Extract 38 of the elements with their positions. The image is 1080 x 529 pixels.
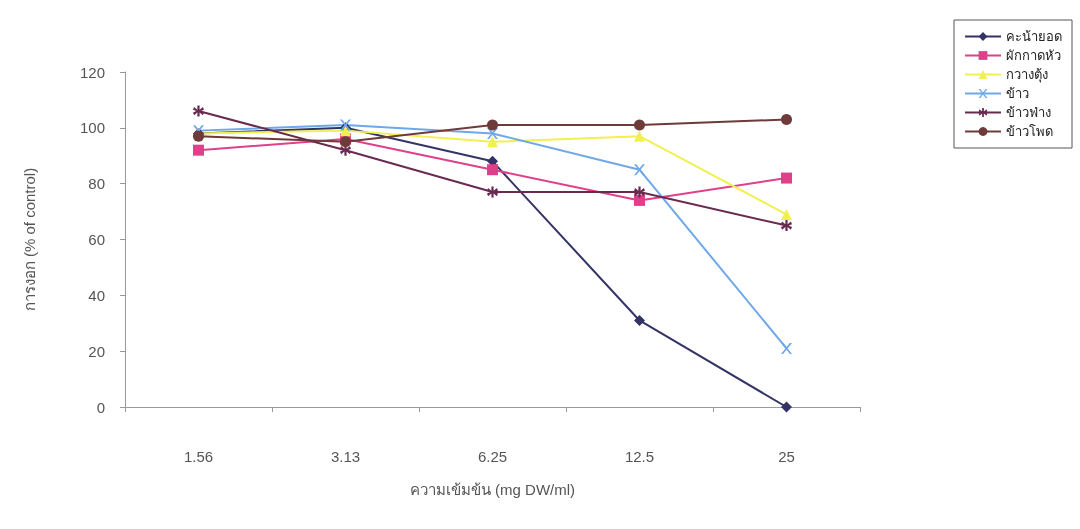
point — [781, 220, 792, 232]
legend-label: ผักกาดหัว — [1006, 48, 1061, 63]
legend-label: คะน้ายอด — [1006, 29, 1062, 44]
y-tick-label: 40 — [88, 286, 105, 304]
point — [781, 208, 792, 220]
y-tick-label: 20 — [88, 342, 105, 360]
y-tick-label: 120 — [79, 63, 105, 81]
x-tick-label: 6.25 — [477, 448, 508, 465]
y-axis-title: การงอก (% of control) — [21, 167, 38, 312]
point — [781, 342, 792, 354]
y-tick-label: 0 — [96, 398, 105, 416]
y-tick-label: 100 — [79, 119, 105, 137]
point — [487, 164, 498, 176]
point — [487, 119, 498, 131]
x-tick-label: 1.56 — [183, 448, 214, 465]
y-tick-label: 80 — [88, 175, 105, 193]
x-tick-label: 3.13 — [330, 448, 361, 465]
point — [634, 314, 645, 326]
y-tick-label: 60 — [88, 231, 105, 248]
legend-label: กวางตุ้ง — [1006, 67, 1048, 83]
point — [193, 144, 204, 156]
legend-label: ข้าว — [1006, 86, 1029, 101]
point — [634, 164, 645, 176]
point — [634, 119, 645, 131]
legend-label: ข้าวโพด — [1006, 124, 1053, 139]
point — [634, 186, 645, 198]
point — [781, 113, 792, 125]
point — [487, 136, 498, 148]
x-tick-label: 12.5 — [624, 448, 655, 465]
point — [487, 186, 498, 198]
point — [781, 172, 792, 184]
legend-label: ข้าวฟ่าง — [1006, 105, 1051, 120]
x-tick-label: 25 — [778, 448, 795, 465]
point — [193, 105, 204, 117]
point — [634, 194, 645, 206]
point — [781, 401, 792, 413]
x-axis-title: ความเข้มข้น (mg DW/ml) — [409, 481, 576, 498]
point — [634, 130, 645, 142]
